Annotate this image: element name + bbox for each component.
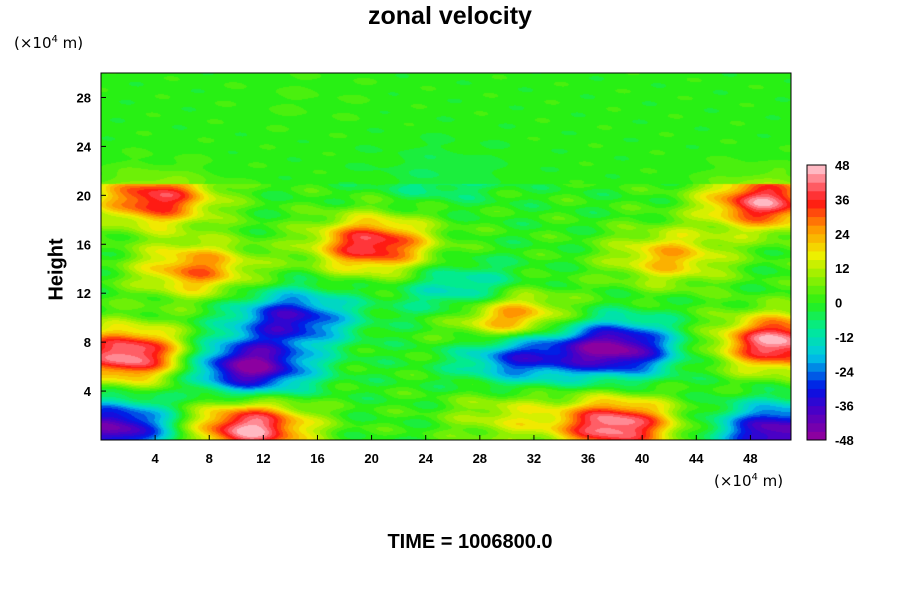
colorbar-band <box>807 250 826 261</box>
colorbar-band <box>807 422 826 432</box>
colorbar-band <box>807 311 826 321</box>
colorbar-tick-label: 36 <box>835 192 849 207</box>
colorbar-band <box>807 293 826 303</box>
colorbar-band <box>807 319 826 329</box>
colorbar-band <box>807 397 826 407</box>
y-tick-label: 20 <box>77 188 91 203</box>
heatmap-canvas <box>101 73 791 440</box>
x-tick-label: 12 <box>256 451 270 466</box>
colorbar-band <box>807 190 826 200</box>
colorbar-band <box>807 388 826 398</box>
colorbar-tick-label: -24 <box>835 364 855 379</box>
colorbar-band <box>807 371 826 381</box>
colorbar-band <box>807 285 826 295</box>
colorbar-tick-label: 0 <box>835 296 842 311</box>
colorbar-band <box>807 379 826 389</box>
colorbar-band <box>807 362 826 372</box>
colorbar-band <box>807 182 826 192</box>
y-axis-unit: (×104 m) <box>14 34 84 52</box>
colorbar-band <box>807 328 826 338</box>
y-tick-label: 8 <box>84 335 91 350</box>
x-tick-label: 48 <box>743 451 757 466</box>
y-tick-label: 4 <box>84 384 92 399</box>
colorbar-band <box>807 345 826 355</box>
colorbar-tick-label: 48 <box>835 158 849 173</box>
x-axis-unit: (×104 m) <box>714 472 784 490</box>
colorbar-band <box>807 199 826 209</box>
colorbar-band <box>807 242 826 252</box>
colorbar-band <box>807 405 826 415</box>
x-tick-label: 28 <box>473 451 487 466</box>
plot-frame <box>100 72 792 441</box>
x-axis: 4 8 12 16 20 24 28 32 36 40 44 48 <box>152 435 758 466</box>
colorbar-tick-label: -36 <box>835 399 854 414</box>
colorbar-frame <box>806 164 827 441</box>
y-tick-label: 24 <box>77 139 92 154</box>
y-tick-label: 16 <box>77 237 91 252</box>
x-tick-label: 16 <box>310 451 324 466</box>
y-tick-label: 28 <box>77 90 91 105</box>
colorbar-band <box>807 336 826 346</box>
x-tick-label: 40 <box>635 451 649 466</box>
chart-title: zonal velocity <box>368 2 532 30</box>
x-tick-label: 8 <box>206 451 213 466</box>
x-tick-label: 36 <box>581 451 595 466</box>
colorbar-band <box>807 259 826 269</box>
time-label: TIME = 1006800.0 <box>387 531 553 553</box>
colorbar-band <box>807 165 826 175</box>
colorbar-tick-label: -48 <box>835 433 854 448</box>
colorbar: 48 36 24 12 0 -12 -24 -36 -48 <box>806 158 855 448</box>
x-tick-label: 24 <box>418 451 433 466</box>
colorbar-band <box>807 302 826 312</box>
x-tick-label: 44 <box>689 451 704 466</box>
colorbar-band <box>807 225 826 235</box>
colorbar-band <box>807 276 826 286</box>
colorbar-band <box>807 216 826 226</box>
y-tick-label: 12 <box>77 286 91 301</box>
x-tick-label: 20 <box>364 451 378 466</box>
colorbar-band <box>807 354 826 364</box>
colorbar-band <box>807 431 826 441</box>
colorbar-band <box>807 173 826 183</box>
y-axis: 4 8 12 16 20 24 28 <box>77 90 106 399</box>
colorbar-tick-label: 12 <box>835 261 849 276</box>
colorbar-band <box>807 268 826 278</box>
colorbar-band <box>807 414 826 424</box>
x-tick-label: 4 <box>152 451 160 466</box>
colorbar-tick-label: -12 <box>835 330 854 345</box>
colorbar-tick-label: 24 <box>835 227 850 242</box>
x-tick-label: 32 <box>527 451 541 466</box>
colorbar-band <box>807 207 826 218</box>
colorbar-band <box>807 233 826 243</box>
